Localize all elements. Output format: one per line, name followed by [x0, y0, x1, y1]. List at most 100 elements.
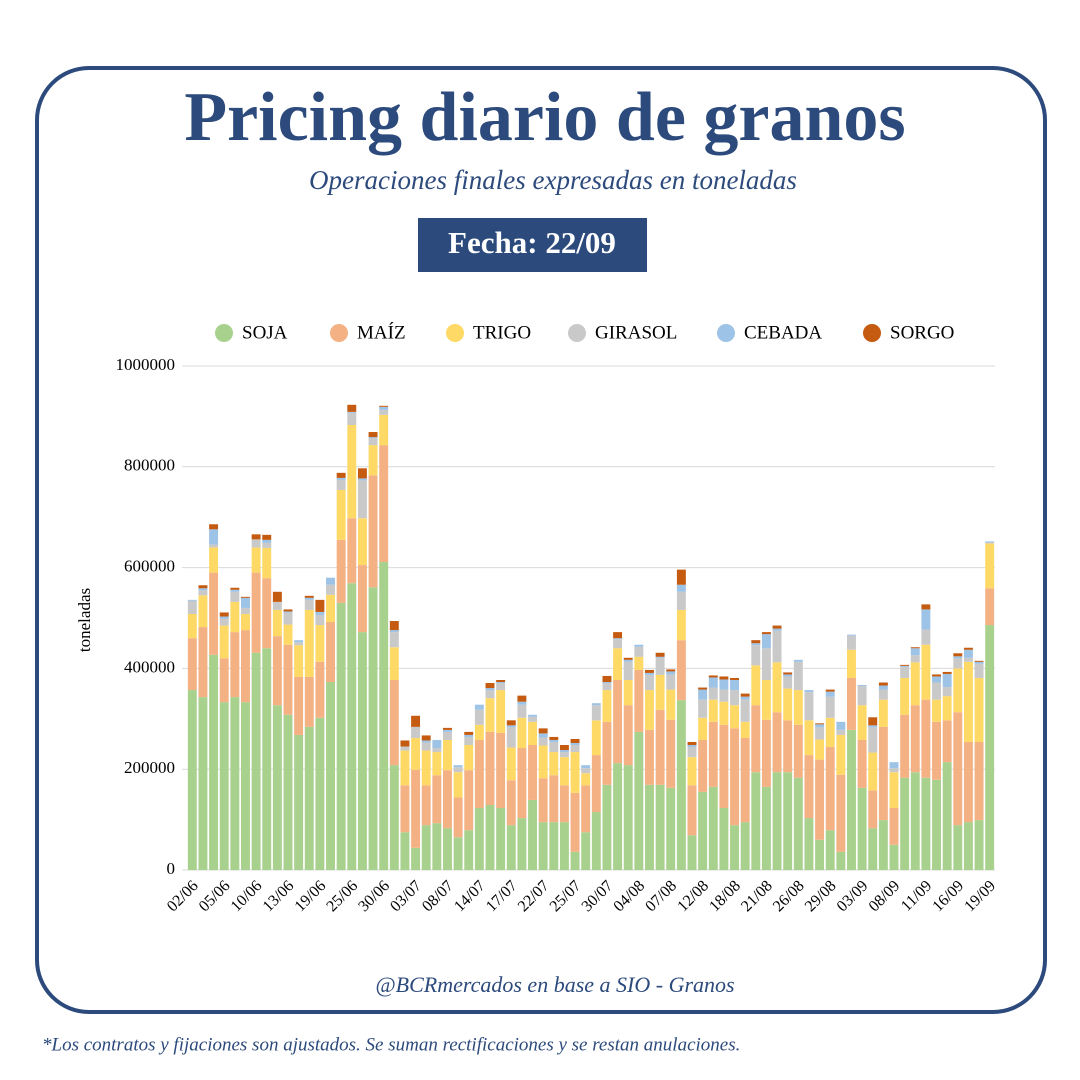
bar-segment — [357, 468, 367, 479]
bar-segment — [506, 727, 516, 748]
bar-segment — [283, 612, 293, 625]
bar-segment — [443, 729, 452, 732]
bar-segment — [932, 682, 941, 700]
bar-segment — [581, 785, 591, 833]
bar-segment — [421, 740, 431, 743]
y-tick-label: 600000 — [124, 557, 175, 576]
subtitle: Operaciones finales expresadas en tonela… — [309, 165, 797, 195]
bar-segment — [825, 747, 835, 831]
bar-segment — [804, 755, 814, 819]
bar-segment — [708, 699, 718, 722]
bar-segment — [815, 759, 825, 840]
bar-segment — [613, 763, 623, 870]
bar-segment — [187, 599, 197, 601]
bar-segment — [751, 665, 761, 706]
bar-segment — [751, 772, 761, 870]
bar-segment — [591, 720, 601, 756]
bar-segment — [932, 779, 941, 870]
bar-segment — [262, 547, 272, 579]
bar-segment — [315, 614, 325, 626]
bar-segment — [740, 822, 750, 870]
bar-segment — [209, 572, 219, 655]
bar-segment — [602, 690, 612, 722]
bar-segment — [230, 587, 240, 590]
bar-segment — [751, 705, 761, 773]
bar-segment — [645, 669, 654, 673]
bar-segment — [443, 727, 452, 730]
bar-segment — [315, 599, 325, 612]
bar-segment — [336, 477, 346, 480]
bar-segment — [485, 690, 495, 699]
bar-segment — [389, 630, 399, 633]
bar-segment — [421, 785, 431, 826]
bar-segment — [294, 640, 304, 643]
bar-segment — [272, 609, 282, 637]
bar-segment — [209, 654, 219, 870]
bar-segment — [241, 630, 250, 703]
bar-segment — [559, 745, 569, 751]
bar-segment — [740, 721, 750, 738]
bar-segment — [549, 741, 559, 753]
bar-segment — [347, 411, 357, 413]
bar-segment — [953, 658, 963, 669]
bar-segment — [474, 808, 484, 870]
bar-segment — [262, 578, 272, 649]
bar-segment — [889, 772, 899, 809]
bar-segment — [730, 690, 739, 706]
bar-segment — [432, 823, 442, 870]
bar-segment — [411, 737, 421, 770]
bar-segment — [825, 691, 835, 697]
bar-segment — [241, 597, 250, 608]
bar-segment — [379, 409, 389, 415]
bar-segment — [889, 768, 899, 773]
legend-label: SOJA — [242, 322, 288, 343]
bar-segment — [985, 543, 995, 589]
y-tick-label: 200000 — [124, 758, 175, 777]
bar-segment — [634, 644, 644, 647]
bar-segment — [698, 791, 708, 870]
bar-segment — [772, 628, 782, 631]
bar-segment — [336, 479, 346, 490]
bar-segment — [761, 632, 771, 635]
bar-segment — [443, 739, 452, 771]
bar-segment — [761, 786, 771, 870]
bar-segment — [932, 721, 941, 780]
bar-segment — [772, 772, 782, 870]
bar-segment — [676, 609, 686, 641]
bar-segment — [666, 719, 676, 788]
legend-swatch — [215, 324, 233, 342]
bar-segment — [602, 675, 612, 683]
bar-segment — [357, 565, 367, 633]
bar-segment — [304, 609, 314, 677]
bar-segment — [740, 696, 750, 700]
bar-segment — [304, 676, 314, 727]
bar-segment — [453, 797, 463, 838]
bar-segment — [379, 445, 389, 563]
bar-segment — [485, 804, 495, 870]
bar-segment — [719, 808, 729, 870]
bar-segment — [315, 717, 325, 870]
bar-segment — [815, 727, 825, 740]
bar-segment — [336, 472, 346, 478]
bar-segment — [251, 547, 261, 573]
bar-segment — [793, 777, 803, 870]
bar-segment — [262, 542, 272, 548]
bar-segment — [347, 404, 357, 412]
bar-segment — [868, 752, 878, 791]
bar-segment — [464, 736, 474, 746]
bar-segment — [740, 699, 750, 722]
bar-segment — [719, 689, 729, 702]
bar-segment — [645, 784, 654, 870]
bar-segment — [453, 765, 463, 768]
bar-segment — [857, 787, 867, 870]
bar-segment — [443, 828, 452, 870]
bar-segment — [868, 717, 878, 726]
bar-segment — [953, 656, 963, 659]
bar-segment — [272, 636, 282, 706]
bar-segment — [889, 844, 899, 870]
bar-segment — [708, 721, 718, 787]
bar-segment — [570, 745, 580, 753]
bar-segment — [187, 600, 197, 614]
bar-segment — [241, 702, 250, 870]
bar-segment — [634, 656, 644, 670]
